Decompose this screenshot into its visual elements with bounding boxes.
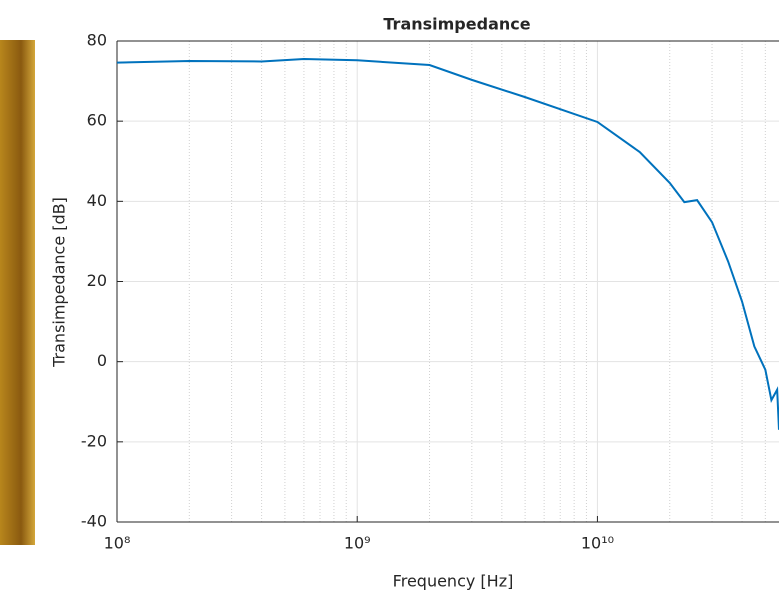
- y-tick-label: 20: [87, 271, 107, 290]
- x-tick-label: 10⁹: [344, 534, 371, 553]
- y-tick-label: 40: [87, 191, 107, 210]
- data-line: [116, 58, 779, 430]
- side-image: [0, 40, 35, 545]
- x-tick-label: 10⁸: [104, 534, 131, 553]
- x-tick-label: 10¹⁰: [581, 534, 614, 553]
- x-axis-label: Frequency [Hz]: [393, 572, 514, 591]
- y-tick-label: -40: [81, 512, 107, 531]
- y-tick-label: -20: [81, 431, 107, 450]
- y-tick-label: 0: [97, 351, 107, 370]
- chart-title: Transimpedance: [383, 15, 530, 34]
- y-tick-label: 60: [87, 111, 107, 130]
- y-axis-label: Transimpedance [dB]: [50, 197, 69, 368]
- y-tick-label: 80: [87, 31, 107, 50]
